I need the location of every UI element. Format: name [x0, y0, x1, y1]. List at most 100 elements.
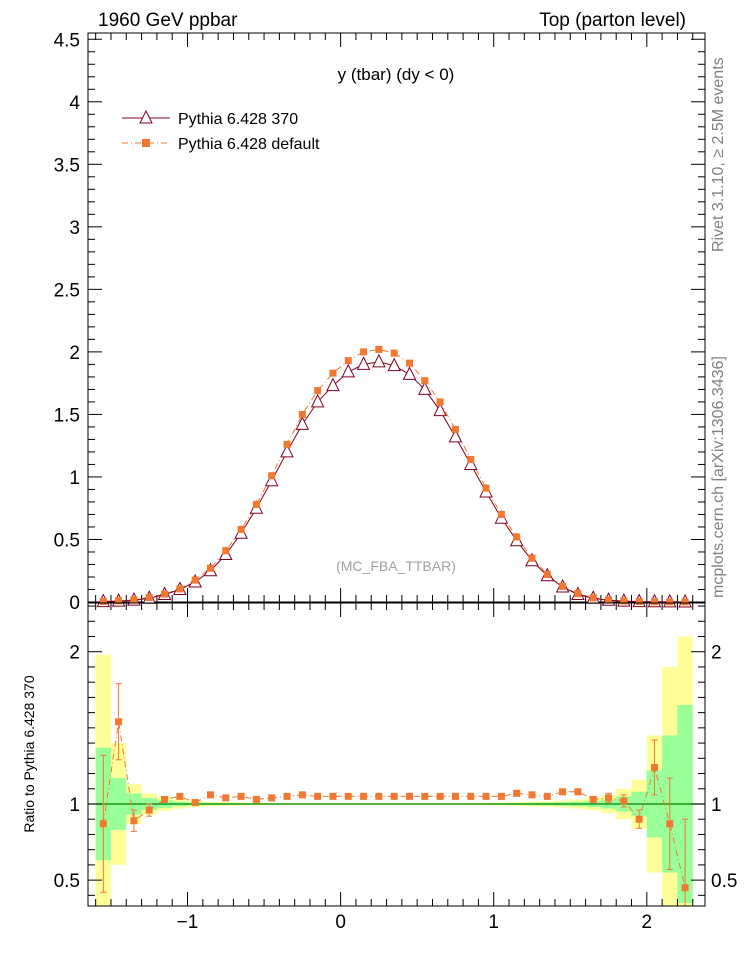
- ratio-point: [360, 792, 368, 800]
- x-tick-label: 1: [488, 912, 499, 933]
- analysis-watermark: (MC_FBA_TTBAR): [336, 558, 456, 574]
- main-y-tick-label: 0: [69, 593, 80, 614]
- data-point-370: [433, 402, 447, 417]
- ratio-point: [620, 797, 628, 805]
- data-point-default: [635, 597, 643, 605]
- data-point-default: [528, 554, 536, 562]
- main-y-tick-label: 4.5: [54, 30, 80, 51]
- main-y-tick-label: 3: [69, 218, 80, 239]
- main-y-tick-label: 1: [69, 468, 80, 489]
- data-point-default: [206, 564, 214, 572]
- ratio-line: [102, 721, 686, 888]
- data-point-default: [605, 596, 613, 604]
- ratio-point: [589, 795, 597, 803]
- data-point-370: [463, 456, 478, 470]
- ratio-y-tick-label-right: 2: [711, 643, 722, 664]
- data-point-370: [326, 377, 340, 392]
- ratio-axis-ticks: 0.5 0.5 1 1 2 2: [54, 603, 737, 906]
- data-point-370: [341, 363, 356, 378]
- data-point-default: [191, 576, 199, 584]
- data-point-370: [295, 416, 310, 430]
- data-point-default: [252, 500, 260, 508]
- ratio-point: [666, 820, 674, 828]
- main-panel: 0 0.5 1 1.5 2 2.5 3 3.5 4 4.5 y (tbar) (dy < 0) (…: [54, 30, 706, 614]
- data-point-default: [237, 525, 245, 533]
- data-point-default: [115, 597, 123, 605]
- data-point-default: [314, 387, 322, 395]
- x-tick-label: 0: [335, 912, 346, 933]
- ratio-point: [329, 792, 337, 800]
- data-point-default: [666, 598, 674, 606]
- data-point-default: [161, 590, 169, 598]
- ratio-point: [222, 794, 230, 802]
- data-point-default: [176, 585, 184, 593]
- plot-title: y (tbar) (dy < 0): [338, 65, 455, 84]
- data-point-default: [375, 345, 383, 353]
- data-point-370: [280, 443, 294, 458]
- ratio-point: [436, 792, 444, 800]
- ratio-point: [99, 820, 107, 828]
- data-point-default: [513, 533, 521, 541]
- data-point-370: [264, 472, 279, 487]
- header-energy-label: 1960 GeV ppbar: [98, 10, 238, 31]
- legend-label-series-1: Pythia 6.428 370: [178, 111, 298, 128]
- legend-entry-series-2: Pythia 6.428 default: [122, 136, 320, 153]
- ratio-point: [130, 817, 138, 825]
- x-tick-label: 2: [642, 912, 653, 933]
- ratio-panel: 0.5 0.5 1 1 2 2 Ratio to Pythia 6.428 370: [21, 602, 737, 907]
- ratio-point: [206, 791, 214, 799]
- mcplots-side-label: mcplots.cern.ch [arXiv:1306.3436]: [710, 356, 727, 598]
- ratio-point: [268, 794, 276, 802]
- ratio-point: [298, 791, 306, 799]
- ratio-point: [482, 792, 490, 800]
- ratio-point: [390, 792, 398, 800]
- ratio-y-tick-label-right: 1: [711, 795, 722, 816]
- legend-marker-series-2: [142, 139, 150, 147]
- ratio-y-tick-label-left: 1: [69, 795, 80, 816]
- data-point-default: [283, 440, 291, 448]
- ratio-y-tick-label-right: 0.5: [711, 871, 737, 892]
- ratio-frame: [87, 602, 706, 907]
- data-point-default: [559, 582, 567, 590]
- main-axis-ticks: 0 0.5 1 1.5 2 2.5 3 3.5 4 4.5: [54, 30, 705, 614]
- main-frame: [87, 32, 706, 603]
- ratio-point: [559, 788, 567, 796]
- data-point-default: [145, 593, 153, 601]
- ratio-points: [99, 683, 689, 907]
- data-point-default: [298, 410, 306, 418]
- data-point-default: [390, 349, 398, 357]
- data-point-default: [620, 597, 628, 605]
- data-point-default: [482, 484, 490, 492]
- main-y-tick-label: 4: [69, 93, 80, 114]
- ratio-point: [283, 792, 291, 800]
- data-point-default: [222, 547, 230, 555]
- ratio-y-tick-label-left: 0.5: [54, 871, 80, 892]
- ratio-point: [237, 792, 245, 800]
- main-y-tick-label: 3.5: [54, 155, 80, 176]
- data-point-370: [372, 353, 386, 368]
- ratio-point: [191, 798, 199, 806]
- ratio-point: [375, 792, 383, 800]
- ratio-point: [421, 792, 429, 800]
- main-y-tick-label: 0.5: [54, 530, 80, 551]
- ratio-y-axis-label: Ratio to Pythia 6.428 370: [21, 675, 37, 832]
- ratio-point: [161, 795, 169, 803]
- data-point-370: [387, 357, 402, 372]
- data-point-default: [406, 359, 414, 367]
- legend-marker-series-1: [139, 109, 153, 124]
- ratio-point: [574, 788, 582, 796]
- main-y-tick-label: 1.5: [54, 405, 80, 426]
- main-y-tick-label: 2.5: [54, 280, 80, 301]
- data-point-370: [356, 356, 371, 370]
- ratio-point: [605, 794, 613, 802]
- x-tick-label: −1: [177, 912, 199, 933]
- data-point-default: [130, 596, 138, 604]
- ratio-point: [115, 718, 123, 726]
- ratio-point: [145, 806, 153, 814]
- data-point-370: [310, 393, 325, 408]
- legend-entry-series-1: Pythia 6.428 370: [122, 109, 298, 128]
- data-point-370: [448, 428, 463, 443]
- ratio-point: [681, 884, 689, 892]
- data-point-default: [268, 472, 276, 480]
